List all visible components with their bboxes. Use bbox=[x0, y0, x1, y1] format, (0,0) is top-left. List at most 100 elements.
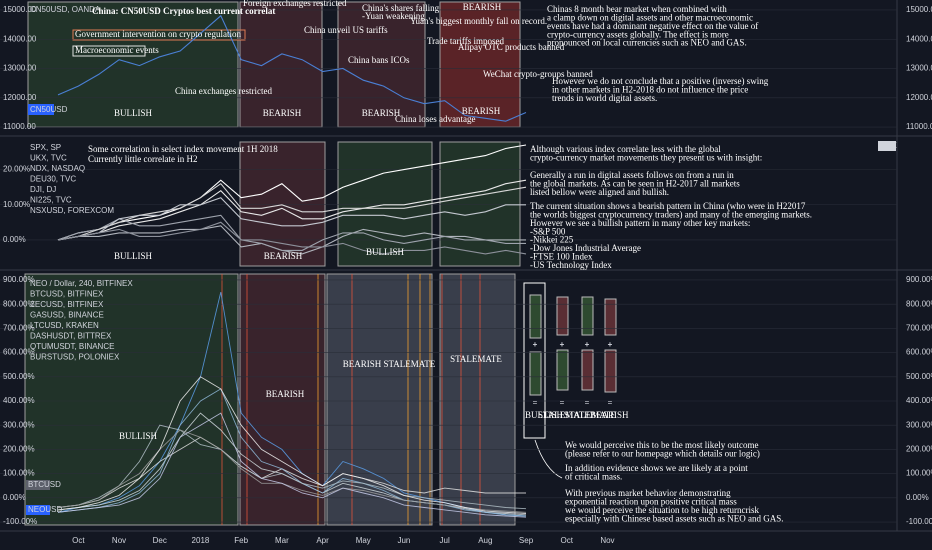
note-line: the worlds biggest cryptocurrency trader… bbox=[530, 209, 812, 219]
region-label: BULLISH bbox=[366, 247, 405, 257]
pointer-arrow bbox=[534, 439, 563, 479]
y-tick-label: 400.00% bbox=[906, 396, 932, 405]
bearish-region bbox=[337, 1, 426, 128]
x-tick-label: Oct bbox=[561, 536, 574, 545]
legend-label: ZECUSD, BITFINEX bbox=[30, 300, 104, 309]
diagram bbox=[529, 294, 617, 396]
diagram-label: STALEMATE bbox=[564, 410, 616, 420]
chart-title: Some correlation in select index movemen… bbox=[88, 144, 278, 154]
note-line: Although various index correlate less wi… bbox=[530, 144, 721, 154]
y-tick-label: 600.00% bbox=[3, 348, 35, 357]
note-line: crypto-currency market movements they pr… bbox=[530, 152, 762, 162]
y-tick-label: 15000.00 bbox=[3, 5, 37, 14]
y-tick-label: 10.00% bbox=[3, 200, 30, 209]
event-lines bbox=[221, 274, 481, 525]
note-line: -US Technology Index bbox=[530, 260, 612, 270]
diagram-sign: = bbox=[585, 398, 590, 407]
series-line bbox=[57, 14, 527, 122]
region-label: BEARISH bbox=[462, 106, 501, 116]
legend-label: GASUSD, BINANCE bbox=[30, 311, 104, 320]
x-tick-label: Sep bbox=[519, 536, 534, 545]
label: CN50USD, OANDA bbox=[30, 5, 101, 14]
x-tick-label: Mar bbox=[275, 536, 289, 545]
stalemate-region bbox=[326, 273, 433, 526]
note-line: pronounced on local currencies such as N… bbox=[547, 38, 747, 48]
legend-label: NI225, TVC bbox=[30, 196, 72, 205]
chart-title: China: CN50USD Cryptos best current corr… bbox=[92, 6, 275, 16]
tag-bg bbox=[28, 104, 54, 115]
legend-label: UKX, TVC bbox=[30, 154, 67, 163]
event-label: WeChat crypto-groups banned bbox=[483, 69, 593, 79]
legend-label: SPX, SP bbox=[30, 143, 61, 152]
bearish-region bbox=[239, 141, 326, 267]
tag-bg bbox=[26, 480, 50, 490]
x-tick-label: Apr bbox=[316, 536, 329, 545]
y-tick-label: 900.00% bbox=[3, 275, 35, 284]
note-line: -Dow Jones Industrial Average bbox=[530, 243, 641, 253]
diagram-sign: = bbox=[533, 398, 538, 407]
legend-label: DJI, DJ bbox=[30, 185, 56, 194]
region-label: BULLISH bbox=[119, 431, 158, 441]
x-tick-label: Aug bbox=[478, 536, 492, 545]
series-line bbox=[57, 429, 527, 513]
y-tick-label: 100.00% bbox=[906, 469, 932, 478]
tag-bg bbox=[878, 141, 896, 151]
legend-label: LTCUSD, KRAKEN bbox=[30, 321, 99, 330]
series-line bbox=[57, 412, 527, 518]
y-tick-label: 800.00% bbox=[906, 299, 932, 308]
event-label: -Yuan weakening bbox=[362, 11, 425, 21]
y-tick-label: 13000.00 bbox=[906, 64, 932, 73]
legend-box bbox=[72, 45, 146, 57]
region-label: BEARISH bbox=[263, 108, 302, 118]
note-line: -FTSE 100 Index bbox=[530, 251, 593, 261]
diagram-sign: = bbox=[608, 398, 613, 407]
note-line: Chinas 8 month bear market when combined… bbox=[547, 4, 727, 14]
diagram-bear bbox=[604, 349, 617, 393]
y-tick-label: 0.00% bbox=[3, 235, 26, 244]
x-tick-label: Nov bbox=[600, 536, 614, 545]
y-tick-label: 13000.00 bbox=[3, 64, 37, 73]
y-tick-label: 0.00% bbox=[3, 493, 26, 502]
y-tick-label: 300.00% bbox=[906, 420, 932, 429]
x-tick-label: Nov bbox=[112, 536, 126, 545]
note-line: With previous market behavior demonstrat… bbox=[565, 488, 731, 498]
x-tick-label: 2018 bbox=[192, 536, 210, 545]
legend-label: Macroeconomic events bbox=[75, 45, 159, 55]
note-line: In addition evidence shows we are likely… bbox=[565, 463, 748, 473]
note-line: -S&P 500 bbox=[530, 226, 566, 236]
y-tick-label: 900.00% bbox=[906, 275, 932, 284]
y-tick-label: 14000.00 bbox=[3, 34, 37, 43]
price-tag: NDX bbox=[880, 141, 898, 150]
event-label: China loses advantage bbox=[395, 114, 475, 124]
y-tick-label: 400.00% bbox=[3, 396, 35, 405]
note-line: especially with Chinese based assets suc… bbox=[565, 513, 783, 523]
note-line: Generally a run in digital assets follow… bbox=[530, 170, 734, 180]
region-label: BULLISH bbox=[114, 251, 153, 261]
diagram-bull bbox=[581, 296, 594, 336]
region-label: BEARISH bbox=[264, 251, 303, 261]
note-line: However we see a bullish pattern in many… bbox=[530, 218, 750, 228]
region-label: BEARISH bbox=[266, 389, 305, 399]
chart-subtitle: Currently little correlate in H2 bbox=[88, 154, 197, 164]
diagram-label: STALEMATE bbox=[538, 410, 590, 420]
diagram-sign: + bbox=[608, 340, 613, 349]
series-line bbox=[57, 376, 527, 514]
bullish-region bbox=[337, 141, 433, 267]
y-tick-label: 200.00% bbox=[3, 445, 35, 454]
y-tick-label: 200.00% bbox=[906, 445, 932, 454]
series-line bbox=[57, 182, 527, 241]
note-line: listed bellow were aligned and bullish. bbox=[530, 187, 669, 197]
diagram-sign: = bbox=[560, 398, 565, 407]
diagram-label: BEARISH bbox=[590, 410, 629, 420]
event-label: Foreign exchanges restricted bbox=[243, 0, 347, 8]
legend-label: Government intervention on crypto regula… bbox=[75, 29, 241, 39]
note-line: in other markets in H2-2018 do not influ… bbox=[552, 84, 748, 94]
y-tick-label: 300.00% bbox=[3, 420, 35, 429]
y-tick-label: 14000.00 bbox=[906, 34, 932, 43]
legend-label: BURSTUSD, POLONIEX bbox=[30, 353, 120, 362]
event-label: Yuan's biggest monthly fall on record. bbox=[410, 16, 547, 26]
price-tag: CN50USD bbox=[30, 105, 68, 114]
y-tick-label: 500.00% bbox=[3, 372, 35, 381]
series-line bbox=[57, 214, 526, 251]
price-tag: BTCUSD bbox=[28, 480, 61, 489]
